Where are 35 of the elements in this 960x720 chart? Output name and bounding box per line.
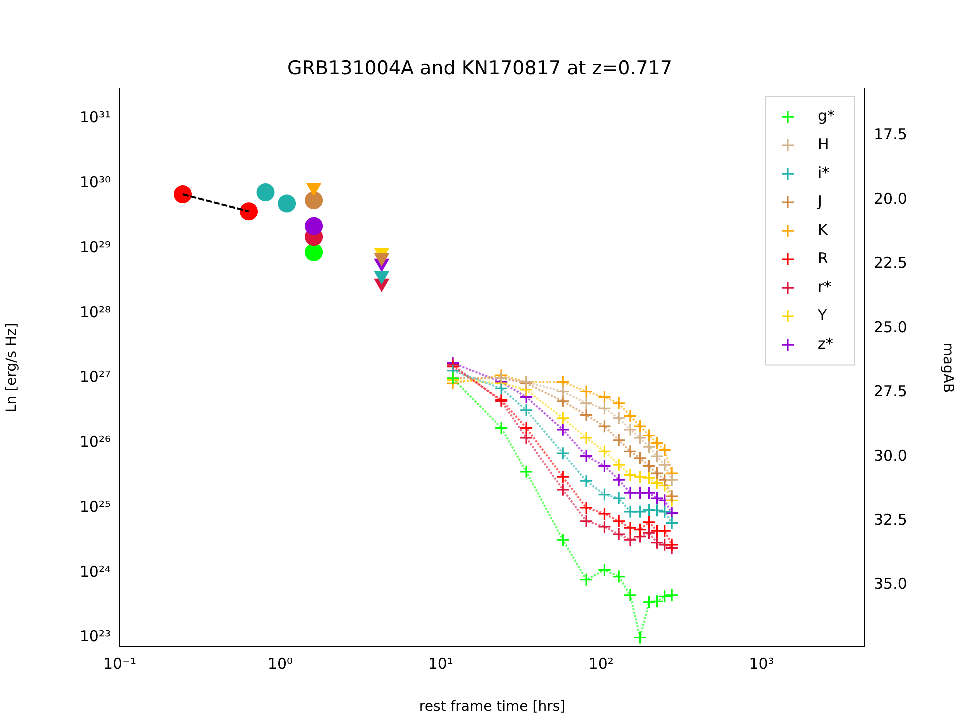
x-tick-label: 10³ xyxy=(749,654,774,673)
y2-tick-label: 25.0 xyxy=(874,318,908,336)
legend-label: K xyxy=(818,220,829,239)
x-axis-title: rest frame time [hrs] xyxy=(419,699,566,716)
legend-label: Y xyxy=(816,306,828,324)
y2-tick-label: 32.5 xyxy=(874,511,908,530)
y-tick-label: 10²⁴ xyxy=(80,562,111,581)
y-tick-label: 10³¹ xyxy=(80,108,111,127)
legend-label: i* xyxy=(818,164,830,182)
y2-tick-label: 30.0 xyxy=(874,446,908,465)
y-tick-label: 10²⁵ xyxy=(80,498,111,516)
legend-label: R xyxy=(818,249,828,268)
legend-label: H xyxy=(818,135,830,154)
legend-label: g* xyxy=(818,106,836,125)
y-tick-label: 10²⁸ xyxy=(80,303,111,322)
y2-tick-label: 17.5 xyxy=(874,126,908,144)
x-tick-label: 10⁰ xyxy=(268,654,293,673)
x-tick-label: 10⁻¹ xyxy=(103,654,137,673)
y2-tick-label: 22.5 xyxy=(874,254,908,272)
legend-label: r* xyxy=(818,278,832,296)
y-tick-label: 10²⁷ xyxy=(80,368,111,386)
legend-label: z* xyxy=(818,334,834,353)
y-axis-title: Ln [erg/s Hz] xyxy=(4,323,20,413)
legend-label: J xyxy=(816,192,822,210)
y-tick-label: 10²⁹ xyxy=(80,238,111,256)
y2-tick-label: 27.5 xyxy=(874,382,908,401)
x-tick-label: 10² xyxy=(588,654,614,673)
y-tick-label: 10²⁶ xyxy=(80,433,111,452)
y2-tick-label: 35.0 xyxy=(874,575,908,594)
chart-title: GRB131004A and KN170817 at z=0.717 xyxy=(288,57,672,80)
x-tick-label: 10¹ xyxy=(428,654,454,673)
y2-axis-title: magAB xyxy=(940,342,956,394)
y-tick-label: 10³⁰ xyxy=(80,174,111,192)
y2-tick-label: 20.0 xyxy=(874,190,908,208)
y-tick-label: 10²³ xyxy=(80,628,111,646)
